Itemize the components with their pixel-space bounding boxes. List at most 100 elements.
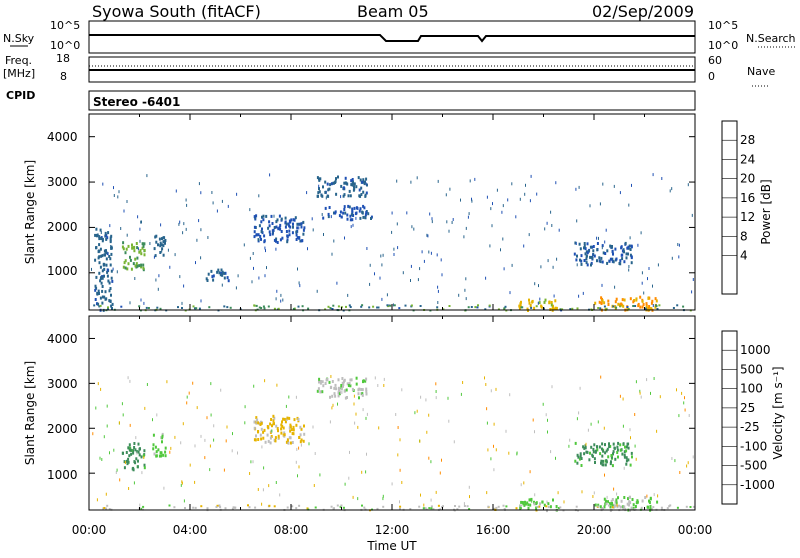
echo-cell bbox=[439, 471, 441, 475]
echo-cell bbox=[604, 252, 607, 255]
echo-cell bbox=[581, 490, 583, 494]
echo-cell bbox=[578, 185, 580, 189]
echo-cell bbox=[343, 181, 346, 185]
echo-cell bbox=[296, 226, 299, 230]
echo-cell bbox=[646, 505, 649, 509]
echo-cell bbox=[398, 307, 401, 310]
echo-cell bbox=[353, 182, 356, 186]
echo-cell bbox=[361, 210, 364, 214]
echo-cell bbox=[154, 445, 157, 449]
echo-cell bbox=[260, 237, 262, 241]
echo-cell bbox=[302, 439, 305, 443]
echo-cell bbox=[547, 502, 550, 506]
echo-cell bbox=[601, 283, 603, 287]
echo-cell bbox=[141, 220, 142, 224]
echo-cell bbox=[546, 221, 548, 225]
echo-cell bbox=[321, 390, 324, 394]
echo-cell bbox=[102, 182, 104, 186]
echo-cell bbox=[262, 488, 264, 492]
echo-cell bbox=[261, 502, 263, 506]
echo-cell bbox=[275, 481, 277, 484]
echo-cell bbox=[584, 252, 587, 256]
echo-cell bbox=[108, 281, 111, 285]
echo-cell bbox=[92, 432, 94, 436]
echo-cell bbox=[393, 304, 396, 307]
echo-cell bbox=[601, 299, 604, 303]
echo-cell bbox=[248, 506, 251, 509]
echo-cell bbox=[509, 393, 511, 397]
echo-cell bbox=[128, 443, 131, 447]
echo-cell bbox=[283, 433, 286, 437]
echo-cell bbox=[298, 465, 300, 469]
echo-cell bbox=[268, 504, 271, 507]
echo-cell bbox=[138, 305, 141, 308]
echo-cell bbox=[322, 185, 324, 189]
echo-cell bbox=[106, 504, 109, 507]
echo-cell bbox=[587, 428, 589, 432]
echo-cell bbox=[623, 450, 626, 454]
echo-cell bbox=[316, 176, 319, 180]
echo-cell bbox=[519, 302, 522, 306]
echo-cell bbox=[621, 452, 624, 456]
echo-cell bbox=[143, 248, 146, 252]
echo-cell bbox=[520, 504, 523, 507]
echo-cell bbox=[383, 384, 385, 387]
echo-cell bbox=[553, 294, 555, 298]
echo-cell bbox=[583, 446, 586, 450]
echo-cell bbox=[569, 438, 571, 442]
echo-cell bbox=[650, 301, 653, 305]
echo-cell bbox=[519, 304, 522, 308]
echo-cell bbox=[142, 505, 145, 508]
echo-cell bbox=[292, 308, 295, 310]
echo-cell bbox=[355, 412, 357, 416]
echo-cell bbox=[189, 463, 191, 467]
echo-cell bbox=[382, 505, 385, 508]
echo-cell bbox=[100, 387, 102, 391]
echo-cell bbox=[266, 433, 269, 437]
echo-cell bbox=[270, 418, 273, 421]
echo-cell bbox=[221, 283, 223, 287]
echo-cell bbox=[605, 459, 608, 463]
echo-cell bbox=[639, 295, 642, 299]
echo-cell bbox=[268, 230, 271, 234]
echo-cell bbox=[446, 220, 448, 224]
echo-cell bbox=[110, 293, 112, 297]
echo-cell bbox=[631, 455, 633, 459]
echo-cell bbox=[626, 306, 629, 308]
echo-cell bbox=[224, 507, 227, 510]
colorbar-tick-label: 1000 bbox=[740, 343, 771, 357]
echo-cell bbox=[616, 451, 619, 454]
echo-cell bbox=[534, 493, 536, 497]
echo-cell bbox=[297, 418, 300, 421]
echo-cell bbox=[137, 442, 140, 446]
echo-cell bbox=[504, 305, 507, 308]
echo-cell bbox=[195, 261, 196, 265]
velocity-ytick: 4000 bbox=[47, 332, 78, 346]
echo-cell bbox=[598, 256, 601, 260]
echo-cell bbox=[101, 295, 104, 299]
echo-cell bbox=[357, 388, 360, 392]
echo-cell bbox=[120, 305, 123, 308]
echo-cell bbox=[341, 377, 344, 380]
echo-cell bbox=[264, 379, 266, 383]
echo-cell bbox=[329, 183, 332, 187]
echo-cell bbox=[181, 301, 183, 305]
echo-cell bbox=[630, 244, 633, 248]
colorbar-tick-label: -100 bbox=[740, 439, 767, 453]
echo-cell bbox=[601, 454, 604, 458]
echo-cell bbox=[609, 257, 612, 261]
echo-cell bbox=[617, 496, 619, 500]
echo-cell bbox=[691, 213, 693, 217]
echo-cell bbox=[140, 298, 142, 302]
echo-cell bbox=[490, 389, 492, 393]
echo-cell bbox=[100, 254, 103, 258]
echo-cell bbox=[104, 231, 107, 235]
echo-cell bbox=[524, 502, 527, 506]
echo-cell bbox=[516, 452, 518, 456]
echo-cell bbox=[645, 302, 648, 306]
echo-cell bbox=[131, 246, 134, 250]
echo-cell bbox=[583, 242, 586, 245]
echo-cell bbox=[127, 262, 130, 266]
echo-cell bbox=[377, 306, 380, 309]
